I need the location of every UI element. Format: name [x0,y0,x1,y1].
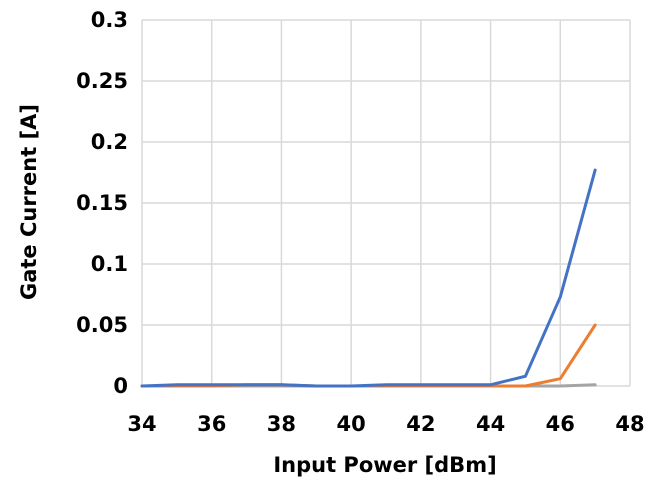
y-tick-label: 0.15 [76,191,128,215]
y-tick-label: 0.25 [76,69,128,93]
x-tick-label: 48 [615,412,644,436]
series-group [140,168,597,388]
x-axis-title: Input Power [dBm] [273,453,496,477]
series-line-2 [140,323,597,388]
grid [142,19,631,386]
x-tick-label: 40 [337,412,366,436]
x-tick-label: 36 [197,412,226,436]
y-tick-label: 0 [113,374,128,398]
y-tick-labels: 0 0.05 0.1 0.15 0.2 0.25 0.3 [76,8,128,398]
y-axis-title: Gate Current [A] [17,104,41,300]
x-tick-label: 44 [476,412,505,436]
y-tick-label: 0.3 [91,8,128,32]
x-tick-label: 42 [406,412,435,436]
y-tick-label: 0.1 [91,252,128,276]
x-tick-label: 34 [127,412,156,436]
x-tick-label: 46 [546,412,575,436]
y-tick-label: 0.2 [91,130,128,154]
series-line-1 [140,168,597,388]
y-tick-label: 0.05 [76,313,128,337]
x-tick-label: 38 [267,412,296,436]
x-tick-labels: 34 36 38 40 42 44 46 48 [127,412,644,436]
